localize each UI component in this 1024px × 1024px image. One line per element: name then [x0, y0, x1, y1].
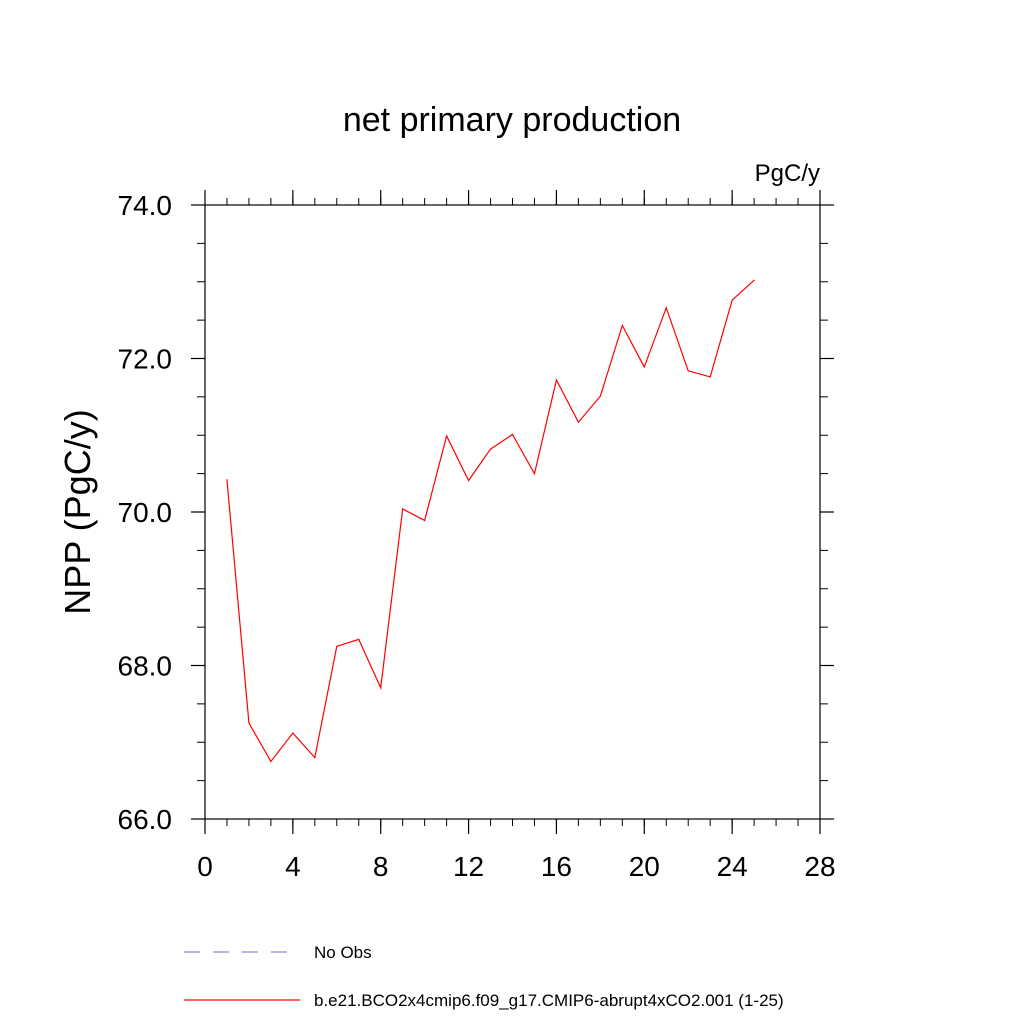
- data-point: [336, 645, 338, 647]
- y-axis-label: NPP (PgC/y): [57, 409, 98, 614]
- x-tick-label: 8: [373, 851, 389, 882]
- data-point: [687, 370, 689, 372]
- data-point: [358, 638, 360, 641]
- data-point: [731, 299, 733, 301]
- data-point: [555, 379, 558, 381]
- units-label: PgC/y: [755, 160, 820, 187]
- y-tick-label: 74.0: [118, 190, 173, 221]
- data-point: [446, 435, 448, 437]
- y-tick-label: 70.0: [118, 497, 173, 528]
- data-point: [577, 421, 579, 423]
- x-tick-label: 0: [197, 851, 213, 882]
- y-tick-label: 72.0: [118, 344, 173, 375]
- data-point: [533, 473, 536, 475]
- data-point: [709, 376, 711, 378]
- data-point: [380, 687, 382, 689]
- data-point: [226, 479, 228, 481]
- series-line-1: [226, 279, 755, 763]
- data-point: [270, 760, 272, 763]
- data-point: [489, 448, 492, 450]
- legend: No Obs b.e21.BCO2x4cmip6.f09_g17.CMIP6-ab…: [184, 943, 784, 1010]
- x-tick-label: 12: [453, 851, 484, 882]
- x-tick-label: 20: [629, 851, 660, 882]
- chart-title: net primary production: [343, 101, 681, 139]
- x-tick-label: 28: [804, 851, 835, 882]
- data-point: [314, 757, 316, 759]
- data-point: [753, 279, 755, 281]
- y-tick-label: 68.0: [118, 651, 173, 682]
- x-tick-label: 4: [285, 851, 301, 882]
- data-point: [511, 433, 514, 436]
- x-tick-label: 24: [717, 851, 748, 882]
- plot-frame: [204, 204, 821, 820]
- axes: 66.0 68.0 70.0 72.0 74.0 0 4 8 12 16 20 24 28: [118, 190, 836, 882]
- data-point: [599, 395, 601, 397]
- data-point: [621, 324, 623, 327]
- x-tick-label: 16: [541, 851, 572, 882]
- legend-label-1: No Obs: [314, 943, 372, 962]
- data-point: [248, 722, 250, 724]
- data-point: [292, 732, 294, 734]
- series-lines: [226, 279, 755, 763]
- data-point: [467, 479, 470, 482]
- data-point: [402, 508, 404, 510]
- legend-label-2: b.e21.BCO2x4cmip6.f09_g17.CMIP6-abrupt4x…: [314, 991, 784, 1010]
- data-point: [643, 366, 645, 368]
- data-point: [665, 307, 667, 309]
- data-point: [424, 519, 426, 522]
- y-tick-label: 66.0: [118, 804, 173, 835]
